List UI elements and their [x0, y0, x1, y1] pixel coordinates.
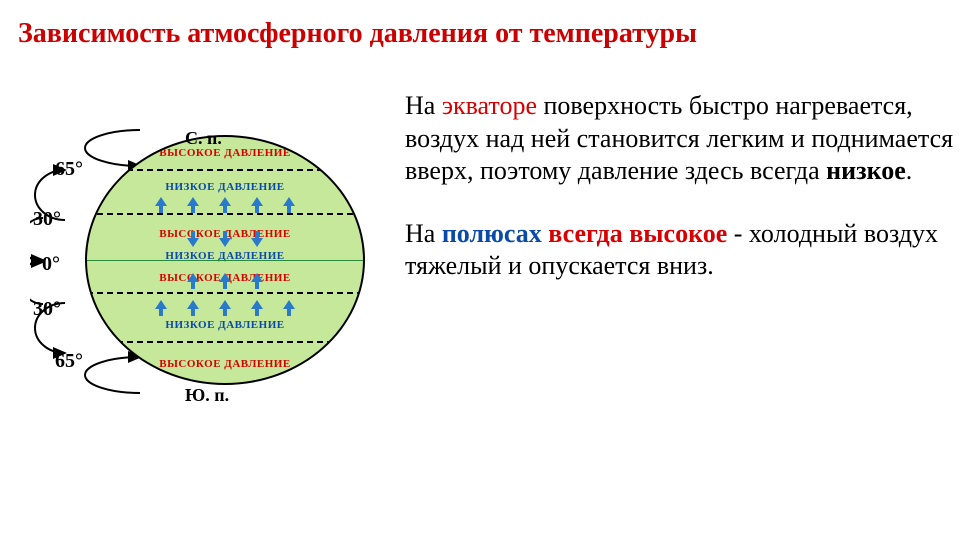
arrow-up-icon: [282, 196, 296, 219]
pole-label: С. п.: [185, 128, 222, 149]
text-span: экватор: [442, 91, 526, 120]
air-arrow-row: [87, 196, 363, 219]
arrow-down-icon: [250, 230, 264, 253]
paragraph-equator: На экваторе поверхность быстро нагревает…: [405, 90, 955, 188]
arrow-up-icon: [186, 196, 200, 219]
latitude-label: 30°: [33, 298, 61, 321]
pole-label: Ю. п.: [185, 385, 229, 406]
equator-line: [87, 260, 363, 261]
air-arrow-row: [87, 230, 363, 253]
text-span: На: [405, 91, 442, 120]
latitude-label: 0°: [42, 253, 60, 276]
paragraph-poles: На полюсах всегда высокое - холодный воз…: [405, 218, 955, 283]
page-title: Зависимость атмосферного давления от тем…: [18, 18, 697, 50]
arrow-up-icon: [186, 299, 200, 322]
text-span: На: [405, 219, 442, 248]
text-span: полюсах: [442, 219, 542, 248]
high-pressure-label: ВЫСОКОЕ ДАВЛЕНИЕ: [87, 358, 363, 370]
arrow-up-icon: [154, 196, 168, 219]
text-span: всегда высокое: [548, 219, 727, 248]
air-arrow-row: [87, 299, 363, 322]
arrow-up-icon: [218, 299, 232, 322]
arrow-up-icon: [250, 272, 264, 295]
arrow-up-icon: [218, 272, 232, 295]
latitude-dash: [87, 169, 363, 171]
latitude-label: 65°: [55, 350, 83, 373]
arrow-up-icon: [250, 299, 264, 322]
high-pressure-label: ВЫСОКОЕ ДАВЛЕНИЕ: [87, 147, 363, 159]
latitude-dash: [87, 341, 363, 343]
arrow-up-icon: [282, 299, 296, 322]
explanation-text: На экваторе поверхность быстро нагревает…: [405, 90, 955, 283]
pressure-diagram: ВЫСОКОЕ ДАВЛЕНИЕ НИЗКОЕ ДАВЛЕНИЕ ВЫСОКОЕ Д…: [30, 90, 380, 430]
text-span: е: [525, 91, 537, 120]
arrow-up-icon: [218, 196, 232, 219]
arrow-up-icon: [154, 299, 168, 322]
text-span: .: [906, 156, 913, 185]
low-pressure-label: НИЗКОЕ ДАВЛЕНИЕ: [87, 181, 363, 193]
globe: ВЫСОКОЕ ДАВЛЕНИЕ НИЗКОЕ ДАВЛЕНИЕ ВЫСОКОЕ Д…: [85, 135, 365, 385]
text-span: низкое: [826, 156, 906, 185]
air-arrow-row: [87, 272, 363, 295]
arrow-down-icon: [186, 230, 200, 253]
latitude-label: 30°: [33, 208, 61, 231]
arrow-down-icon: [218, 230, 232, 253]
arrow-up-icon: [250, 196, 264, 219]
arrow-up-icon: [186, 272, 200, 295]
latitude-label: 65°: [55, 158, 83, 181]
